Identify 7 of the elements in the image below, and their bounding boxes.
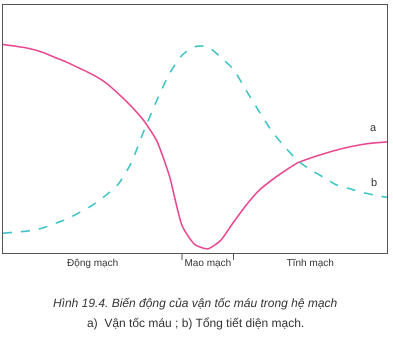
text: Hình 19.4. Biến động của vận tốc máu trong hệ mạch — [53, 296, 338, 310]
series-label: b — [371, 177, 378, 189]
x-tick-label: Động mạch — [67, 258, 118, 269]
x-tick-label: Tĩnh mạch — [286, 258, 334, 269]
text: a) Vận tốc máu ; b) Tổng tiết diện mạch. — [87, 316, 304, 330]
x-tick-label: Mao mạch — [184, 258, 232, 269]
series-label: a — [370, 122, 377, 134]
